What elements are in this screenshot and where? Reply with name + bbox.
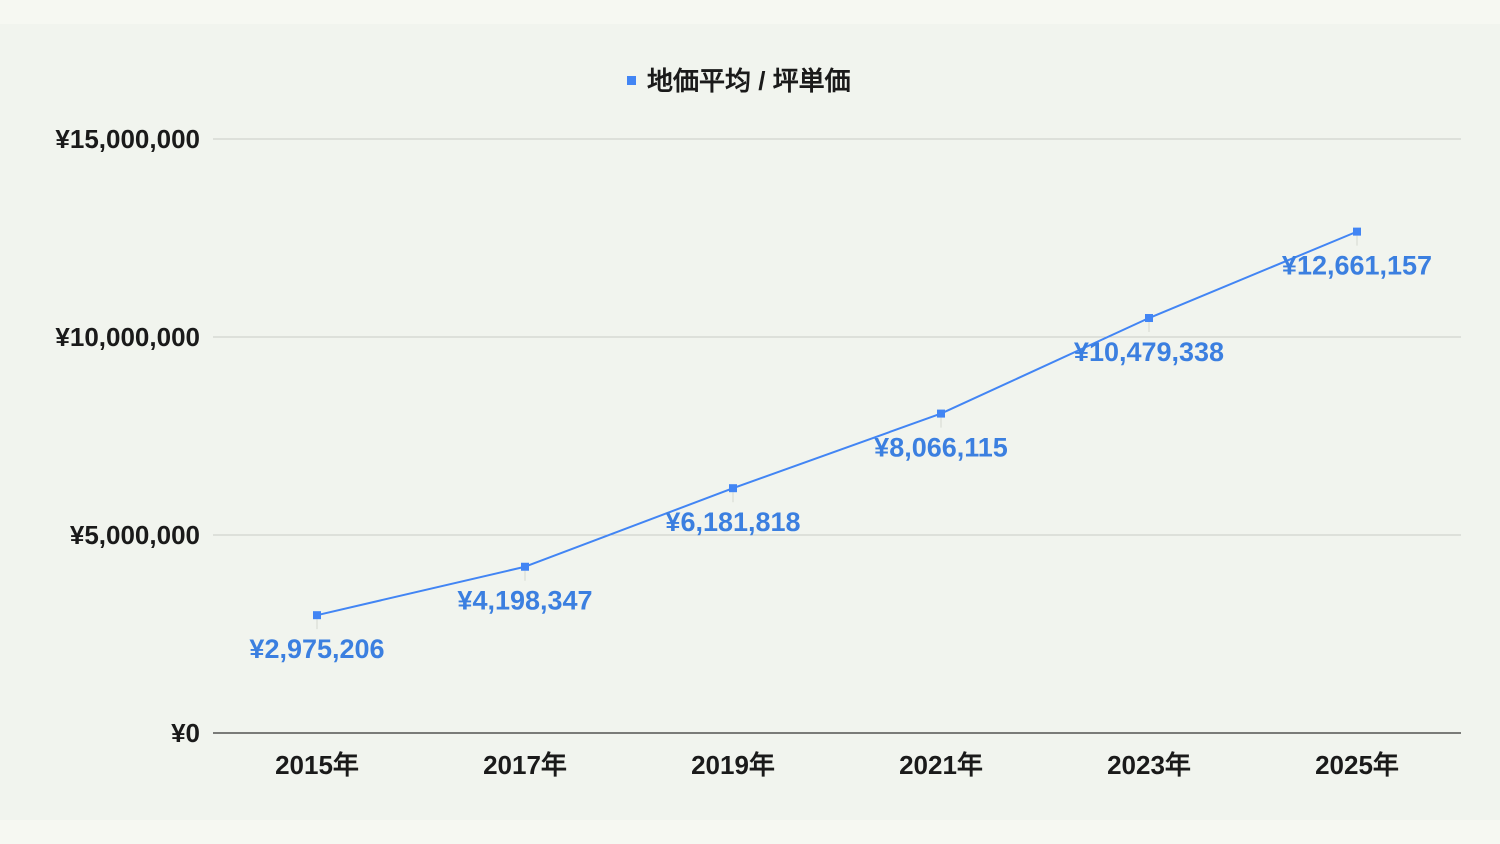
x-tick-label: 2015年: [275, 750, 359, 780]
data-point-marker: [1145, 314, 1153, 323]
y-tick-label: ¥0: [171, 718, 200, 748]
y-tick-label: ¥15,000,000: [55, 124, 200, 154]
data-point-marker: [729, 484, 737, 493]
legend: 地価平均 / 坪単価: [627, 66, 851, 96]
data-label: ¥8,066,115: [874, 433, 1008, 463]
y-tick-label: ¥5,000,000: [70, 520, 200, 550]
x-axis-tick-labels: 2015年 2017年 2019年 2021年 2023年 2025年: [275, 750, 1399, 780]
chart-card: 地価平均 / 坪単価 ¥0 ¥5,000,000 ¥10,000,000 ¥15,00…: [0, 24, 1500, 820]
legend-swatch: [627, 76, 636, 85]
x-tick-label: 2021年: [899, 750, 983, 780]
data-label: ¥2,975,206: [249, 634, 384, 664]
data-point-marker: [1353, 227, 1361, 236]
legend-label: 地価平均 / 坪単価: [647, 66, 851, 96]
series-0: ¥2,975,206 ¥4,198,347 ¥6,181,818 ¥8,066,115…: [249, 227, 1432, 664]
x-tick-label: 2019年: [691, 750, 775, 780]
x-tick-label: 2017年: [483, 750, 567, 780]
data-label: ¥4,198,347: [457, 586, 592, 616]
data-label: ¥10,479,338: [1074, 337, 1224, 367]
series-line: [316, 230, 1358, 617]
data-label: ¥6,181,818: [665, 507, 800, 537]
x-tick-label: 2025年: [1315, 750, 1399, 780]
line-chart: 地価平均 / 坪単価 ¥0 ¥5,000,000 ¥10,000,000 ¥15,00…: [55, 66, 1461, 780]
y-axis-tick-labels: ¥0 ¥5,000,000 ¥10,000,000 ¥15,000,000: [55, 124, 200, 748]
data-label: ¥12,661,157: [1282, 251, 1432, 281]
gridlines: [213, 138, 1461, 536]
y-tick-label: ¥10,000,000: [55, 322, 200, 352]
data-point-marker: [313, 611, 321, 620]
x-tick-label: 2023年: [1107, 750, 1191, 780]
data-point-marker: [521, 562, 529, 571]
data-point-marker: [937, 409, 945, 418]
